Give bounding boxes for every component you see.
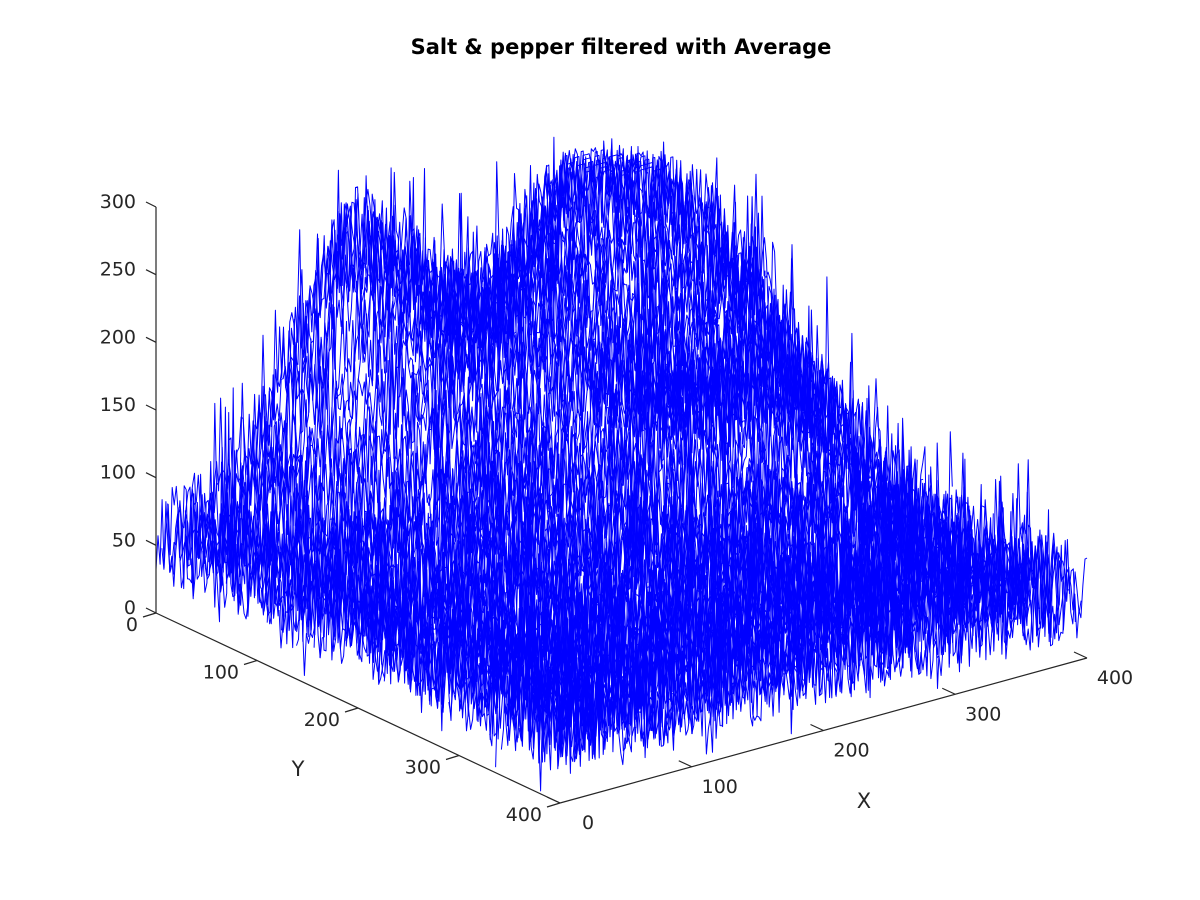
z-tick-mark <box>145 539 157 546</box>
mesh-line <box>366 376 895 682</box>
z-tick-mark <box>145 404 157 411</box>
chart-title: Salt & pepper filtered with Average <box>411 35 832 59</box>
mesh-wires <box>155 136 1088 792</box>
x-tick-label: 0 <box>582 812 594 834</box>
z-tick-label: 50 <box>112 529 136 551</box>
mesh-line <box>307 196 836 636</box>
y-tick-mark <box>344 707 359 713</box>
x-tick-label: 100 <box>702 776 738 798</box>
mesh-line <box>155 167 684 570</box>
x-tick-mark <box>941 687 956 695</box>
mesh-line <box>389 433 918 693</box>
y-tick-label: 100 <box>203 662 239 684</box>
x-ticks: 0 100 200 300 400 <box>546 651 1133 834</box>
mesh-line <box>436 481 965 713</box>
x-tick-label: 300 <box>965 703 1001 725</box>
mesh-line <box>465 452 994 727</box>
z-tick-mark <box>145 607 157 614</box>
mesh-line <box>167 197 696 587</box>
mesh-line <box>442 433 971 721</box>
x-tick-mark <box>1073 651 1088 659</box>
z-tick-mark <box>145 472 157 479</box>
z-tick-mark <box>145 201 157 208</box>
y-ticks: 0 100 200 300 400 <box>126 612 561 826</box>
mesh-line <box>266 159 795 631</box>
z-tick-label: 250 <box>100 259 136 281</box>
x-tick-mark <box>546 796 561 804</box>
x-tick-label: 200 <box>833 740 869 762</box>
z-tick-label: 200 <box>100 326 136 348</box>
z-tick-label: 150 <box>100 394 136 416</box>
y-tick-label: 200 <box>304 709 340 731</box>
mesh-line <box>161 203 690 573</box>
z-tick-mark <box>145 269 157 276</box>
z-ticks: 0 50 100 150 200 250 300 <box>100 191 157 619</box>
z-tick-label: 0 <box>124 597 136 619</box>
x-tick-mark <box>810 723 824 732</box>
z-tick-mark <box>145 336 157 343</box>
z-tick-label: 300 <box>100 191 136 213</box>
y-tick-mark <box>445 754 460 761</box>
x-axis-label: X <box>857 789 871 813</box>
mesh-line <box>243 150 772 617</box>
y-axis-label: Y <box>291 757 305 781</box>
y-tick-mark <box>546 802 561 808</box>
y-tick-mark <box>142 612 157 618</box>
y-tick-label: 0 <box>126 614 138 636</box>
x-tick-mark <box>678 760 693 768</box>
y-tick-mark <box>243 659 258 666</box>
y-tick-label: 400 <box>506 804 542 826</box>
z-tick-label: 100 <box>100 462 136 484</box>
mesh-line <box>460 441 988 732</box>
y-tick-label: 300 <box>405 757 441 779</box>
x-tick-label: 400 <box>1097 667 1133 689</box>
